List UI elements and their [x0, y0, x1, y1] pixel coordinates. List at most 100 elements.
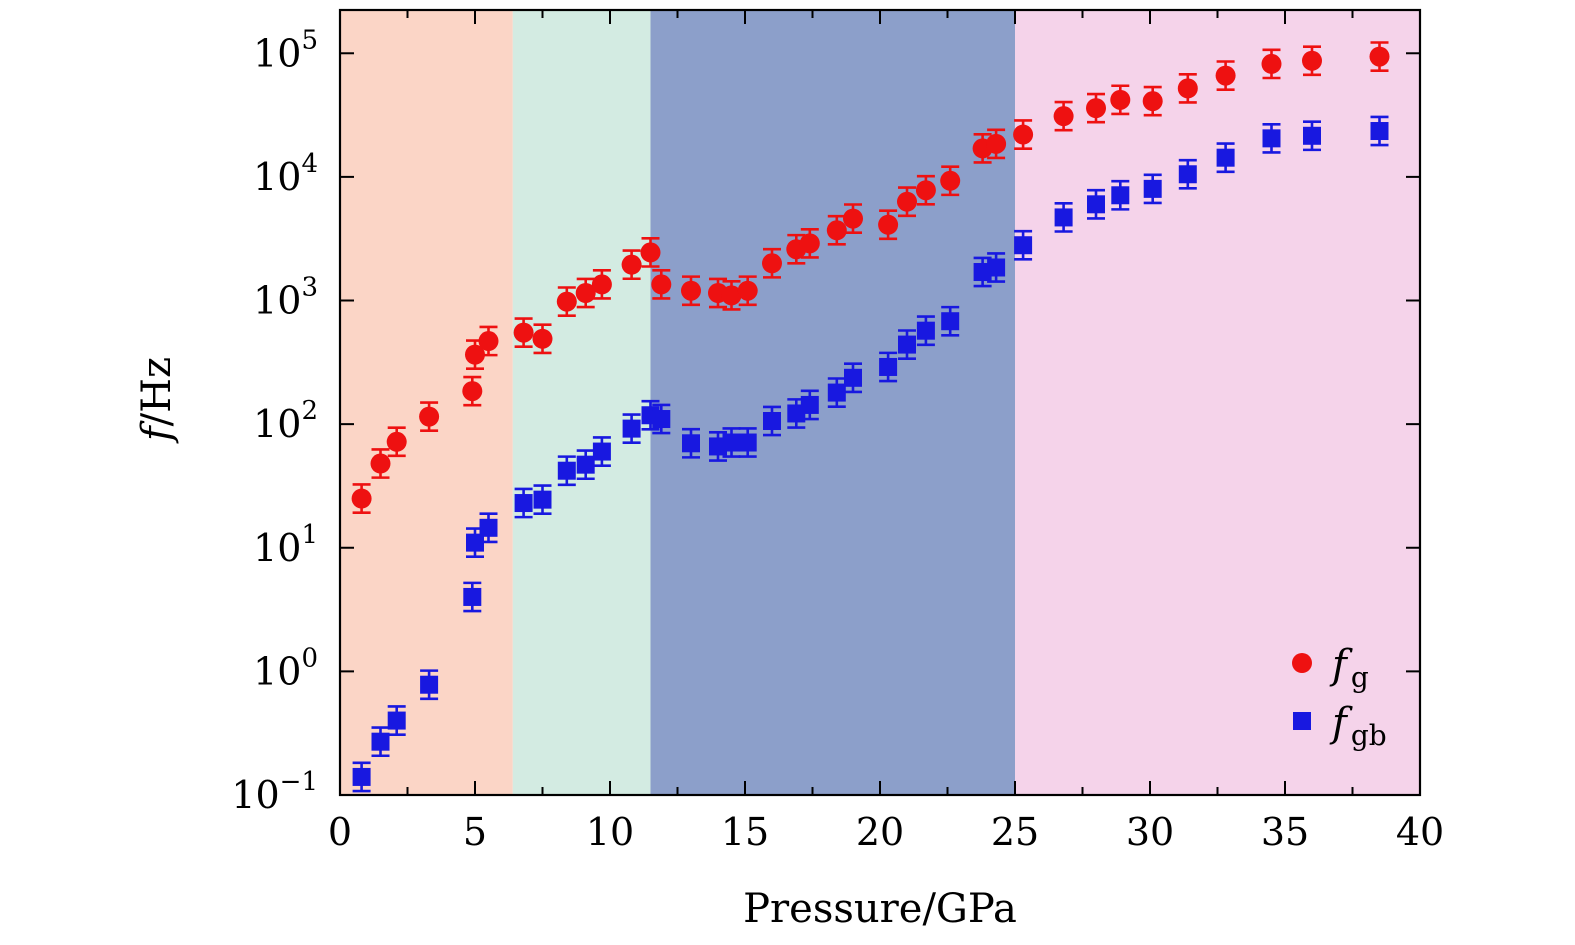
point-fg — [640, 242, 661, 263]
point-fgb — [514, 494, 533, 513]
point-fgb — [738, 433, 757, 452]
y-axis-title: f/Hz — [134, 357, 180, 444]
point-fgb — [1216, 148, 1235, 167]
point-fg — [1013, 124, 1034, 145]
point-fg — [1369, 46, 1390, 67]
point-fgb — [1178, 165, 1197, 184]
point-fgb — [987, 258, 1006, 277]
x-tick-label: 25 — [991, 810, 1039, 854]
point-fgb — [466, 533, 484, 552]
y-tick-label-exponent: 5 — [301, 25, 318, 55]
point-fgb — [533, 490, 552, 509]
point-fgb — [652, 410, 671, 429]
region-2 — [650, 10, 1015, 795]
point-fgb — [387, 711, 406, 730]
data-markers — [351, 46, 1390, 786]
y-tick-label: 103 — [253, 273, 318, 323]
point-fg — [1110, 89, 1131, 110]
point-fgb — [800, 395, 819, 414]
point-fg — [1142, 91, 1163, 112]
point-fgb — [916, 321, 935, 340]
legend-label-fg-sub: g — [1351, 661, 1369, 694]
y-tick-label-exponent: −1 — [280, 767, 318, 797]
point-fgb — [1303, 126, 1321, 145]
point-fgb — [941, 312, 960, 331]
point-fgb — [352, 767, 371, 786]
point-fgb — [1054, 208, 1073, 227]
point-fgb — [557, 461, 576, 480]
y-tick-label-exponent: 3 — [301, 273, 318, 303]
point-fgb — [898, 335, 916, 354]
point-fgb — [463, 587, 482, 606]
point-fgb — [844, 368, 862, 387]
point-fg — [513, 322, 534, 343]
y-tick-label-base: 10 — [253, 279, 301, 323]
point-fg — [556, 291, 577, 312]
background-regions — [340, 10, 1420, 795]
y-tick-label: 10−1 — [231, 767, 318, 817]
point-fg — [1261, 53, 1282, 74]
point-fgb — [576, 455, 595, 474]
point-fgb — [722, 433, 741, 452]
point-fg — [651, 274, 672, 295]
x-tick-label: 15 — [721, 810, 769, 854]
point-fg — [1177, 78, 1198, 99]
point-fgb — [1111, 186, 1130, 205]
x-tick-label: 5 — [463, 810, 487, 854]
point-fgb — [1370, 122, 1389, 141]
y-tick-label: 100 — [253, 643, 318, 693]
point-fg — [737, 280, 758, 301]
point-fg — [940, 170, 961, 191]
point-fg — [370, 453, 391, 474]
point-fg — [575, 283, 596, 304]
point-fg — [386, 431, 407, 452]
point-fgb — [682, 434, 700, 453]
point-fgb — [479, 518, 498, 537]
y-tick-label-base: 10 — [253, 155, 301, 199]
y-tick-label: 105 — [253, 25, 318, 75]
point-fg — [762, 253, 782, 274]
x-tick-label: 20 — [856, 810, 904, 854]
point-fgb — [1143, 179, 1162, 198]
y-tick-label-base: 10 — [253, 649, 301, 693]
y-tick-label: 104 — [253, 149, 318, 199]
y-tick-label-exponent: 1 — [301, 520, 318, 550]
region-1 — [512, 10, 651, 795]
point-fgb — [622, 419, 641, 438]
point-fgb — [1014, 236, 1033, 255]
legend-marker-fgb — [1293, 712, 1311, 730]
point-fg — [915, 180, 936, 201]
point-fg — [591, 274, 612, 295]
y-tick-label: 102 — [253, 396, 318, 446]
point-fg — [1086, 98, 1106, 119]
point-fg — [826, 220, 847, 241]
point-fg — [1302, 50, 1322, 71]
legend-label-fgb-sub: gb — [1351, 719, 1387, 752]
x-tick-label: 30 — [1126, 810, 1174, 854]
y-tick-label: 101 — [253, 520, 318, 570]
point-fgb — [420, 675, 439, 694]
point-fg — [351, 488, 372, 509]
point-fg — [799, 233, 820, 254]
point-fg — [419, 406, 440, 427]
point-fg — [532, 328, 553, 349]
y-tick-label-base: 10 — [253, 526, 301, 570]
point-fg — [721, 285, 742, 306]
point-fg — [878, 214, 899, 235]
point-fg — [843, 208, 863, 229]
x-tick-label: 35 — [1261, 810, 1309, 854]
point-fg — [986, 133, 1007, 154]
point-fgb — [592, 442, 611, 461]
y-tick-label-exponent: 0 — [301, 643, 318, 673]
point-fg — [1053, 106, 1074, 127]
x-axis-title: Pressure/GPa — [743, 886, 1017, 932]
x-tick-label: 10 — [586, 810, 634, 854]
y-axis-title-unit: /Hz — [134, 357, 180, 426]
y-tick-label-exponent: 2 — [301, 396, 318, 426]
y-tick-label-base: 10 — [231, 773, 279, 817]
point-fg — [897, 191, 917, 212]
axis-ticks — [339, 10, 1421, 796]
